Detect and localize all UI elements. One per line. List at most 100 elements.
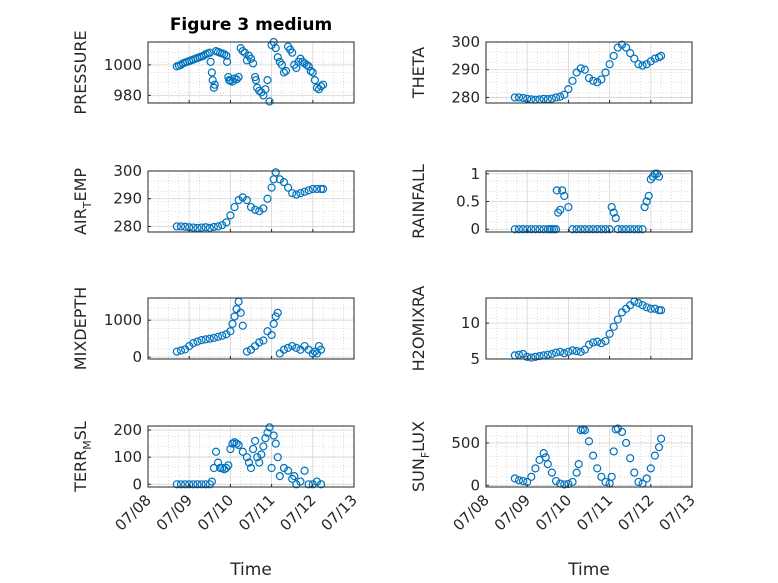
x-tick-label: 07/13 bbox=[318, 491, 361, 534]
y-axis-label: TERRMSL bbox=[71, 421, 94, 493]
data-point bbox=[172, 480, 181, 489]
x-tick-label: 07/09 bbox=[153, 491, 196, 534]
data-point bbox=[259, 336, 268, 345]
data-point bbox=[259, 442, 268, 451]
data-point bbox=[319, 184, 328, 194]
data-point bbox=[527, 353, 536, 362]
data-point bbox=[593, 78, 602, 87]
data-point bbox=[605, 225, 614, 234]
data-point bbox=[593, 337, 602, 346]
data-point bbox=[273, 453, 282, 462]
data-point bbox=[218, 331, 227, 340]
data-point bbox=[306, 66, 315, 76]
data-point bbox=[271, 168, 280, 177]
data-point bbox=[551, 93, 561, 102]
data-point bbox=[296, 477, 305, 486]
data-point bbox=[279, 463, 289, 473]
y-axis-label: H2OMIXRA bbox=[409, 286, 428, 372]
data-point bbox=[267, 183, 276, 192]
x-tick-label: 07/08 bbox=[450, 491, 493, 534]
data-point bbox=[279, 68, 289, 77]
data-point bbox=[228, 319, 237, 328]
series-markers bbox=[172, 423, 326, 489]
data-point bbox=[210, 80, 219, 89]
data-point bbox=[609, 51, 618, 60]
x-tick-label: 07/12 bbox=[614, 491, 657, 534]
y-tick-label: 10 bbox=[461, 314, 480, 332]
axes-box bbox=[147, 297, 355, 360]
data-point bbox=[626, 48, 635, 58]
data-point bbox=[611, 214, 620, 223]
subplot-4: 0 0.5 1 RAINFALL bbox=[409, 164, 693, 239]
data-point bbox=[223, 57, 232, 66]
data-point bbox=[207, 68, 216, 77]
data-point bbox=[246, 202, 256, 212]
data-point bbox=[576, 347, 585, 356]
y-tick-label: 200 bbox=[113, 421, 142, 439]
data-point bbox=[547, 94, 557, 103]
data-point bbox=[300, 466, 309, 475]
grid bbox=[485, 41, 693, 104]
series-markers bbox=[510, 297, 666, 362]
data-point bbox=[269, 431, 278, 440]
data-point bbox=[265, 97, 274, 106]
data-point bbox=[259, 204, 268, 213]
data-point bbox=[646, 464, 655, 473]
data-point bbox=[267, 463, 276, 473]
data-point bbox=[510, 93, 519, 102]
data-point bbox=[560, 191, 569, 201]
data-point bbox=[630, 54, 639, 63]
axes-box bbox=[485, 425, 693, 488]
data-point bbox=[584, 225, 594, 234]
data-point bbox=[535, 225, 544, 234]
subplot-1: 980 1000 PRESSURE bbox=[71, 30, 355, 115]
data-point bbox=[296, 189, 305, 198]
data-point bbox=[510, 225, 519, 234]
y-axis-label: MIXDEPTH bbox=[71, 287, 90, 370]
data-point bbox=[535, 352, 544, 361]
data-point bbox=[646, 304, 655, 313]
data-point bbox=[547, 468, 557, 477]
data-point bbox=[543, 350, 552, 359]
data-point bbox=[642, 303, 651, 312]
data-point bbox=[213, 222, 223, 231]
data-point bbox=[630, 225, 639, 234]
data-point bbox=[248, 59, 258, 68]
data-point bbox=[206, 57, 215, 66]
data-point bbox=[644, 191, 653, 201]
data-point bbox=[556, 205, 565, 214]
data-point bbox=[197, 480, 206, 489]
data-point bbox=[209, 463, 219, 473]
y-tick-label: 280 bbox=[451, 88, 480, 106]
data-point bbox=[523, 352, 532, 361]
data-point bbox=[261, 85, 270, 94]
data-point bbox=[597, 225, 606, 234]
data-point bbox=[510, 474, 519, 483]
data-point bbox=[543, 460, 552, 469]
data-point bbox=[220, 50, 229, 59]
data-point bbox=[222, 51, 231, 60]
data-point bbox=[580, 345, 589, 354]
y-tick-label: 1000 bbox=[104, 56, 142, 74]
data-point bbox=[211, 447, 221, 456]
x-tick-label: 07/11 bbox=[573, 491, 616, 534]
data-point bbox=[176, 222, 186, 231]
data-point bbox=[242, 347, 251, 356]
y-tick-label: 0 bbox=[132, 348, 142, 366]
data-point bbox=[560, 480, 569, 489]
data-point bbox=[634, 60, 643, 69]
data-point bbox=[197, 336, 206, 345]
y-tick-label: 980 bbox=[113, 86, 142, 104]
data-point bbox=[576, 225, 585, 234]
data-point bbox=[584, 340, 594, 349]
data-point bbox=[564, 202, 573, 212]
data-point bbox=[646, 57, 655, 66]
data-point bbox=[568, 346, 577, 355]
data-point bbox=[547, 349, 557, 359]
data-point bbox=[208, 76, 217, 85]
data-point bbox=[230, 202, 239, 212]
data-point bbox=[201, 223, 210, 232]
data-point bbox=[197, 223, 206, 232]
data-point bbox=[275, 175, 284, 184]
data-point bbox=[189, 339, 198, 348]
